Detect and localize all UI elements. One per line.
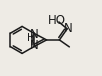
Text: H: H bbox=[28, 33, 35, 42]
Text: N: N bbox=[30, 28, 39, 41]
Text: N: N bbox=[30, 39, 39, 52]
Text: N: N bbox=[64, 22, 73, 35]
Text: HO: HO bbox=[48, 15, 66, 28]
